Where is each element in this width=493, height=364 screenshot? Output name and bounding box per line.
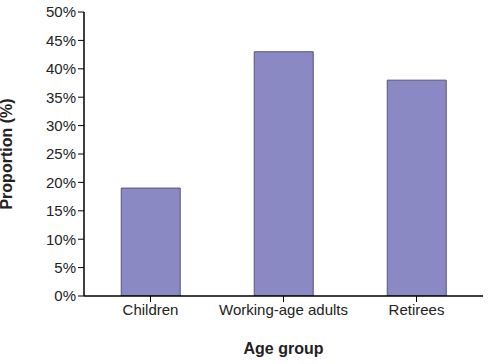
svg-text:Proportion (%): Proportion (%) — [8, 98, 15, 209]
svg-text:25%: 25% — [46, 145, 76, 162]
svg-text:30%: 30% — [46, 117, 76, 134]
svg-text:50%: 50% — [46, 3, 76, 20]
svg-text:15%: 15% — [46, 202, 76, 219]
svg-text:45%: 45% — [46, 32, 76, 49]
svg-text:Age group: Age group — [244, 340, 324, 357]
svg-text:40%: 40% — [46, 60, 76, 77]
svg-text:10%: 10% — [46, 231, 76, 248]
svg-text:Working-age adults: Working-age adults — [219, 301, 348, 318]
svg-text:20%: 20% — [46, 174, 76, 191]
svg-text:5%: 5% — [54, 259, 76, 276]
svg-text:0%: 0% — [54, 287, 76, 304]
svg-text:Retirees: Retirees — [389, 301, 445, 318]
svg-text:Children: Children — [123, 301, 179, 318]
svg-text:35%: 35% — [46, 89, 76, 106]
